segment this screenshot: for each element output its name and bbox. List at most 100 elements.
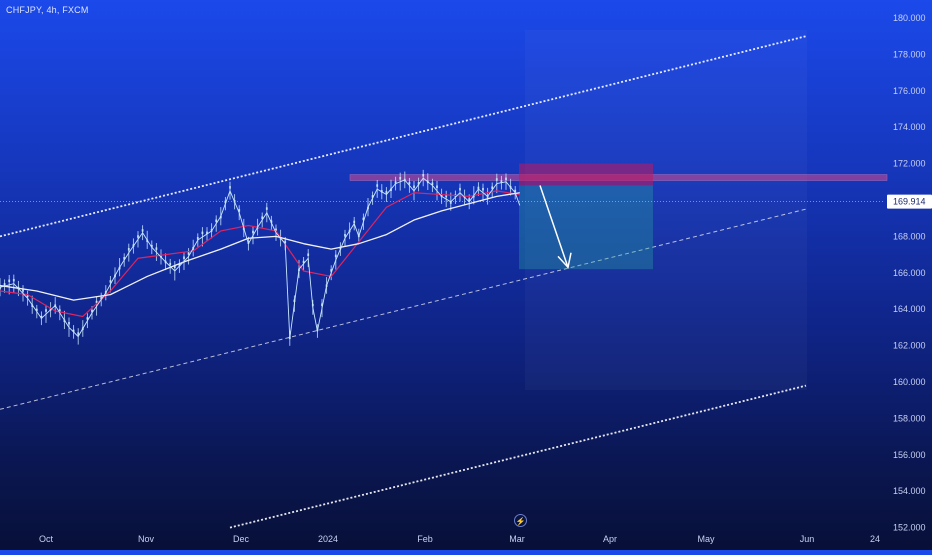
- candle-body: [123, 257, 126, 260]
- lightning-icon[interactable]: ⚡: [514, 514, 527, 527]
- price-axis: 180.000178.000176.000174.000172.000170.0…: [893, 13, 926, 533]
- candle-body: [408, 181, 411, 185]
- x-tick-label: Feb: [417, 534, 433, 544]
- channel-lower-line: [229, 384, 807, 529]
- candle-body: [68, 322, 70, 325]
- candle-body: [137, 235, 139, 238]
- x-tick-label: 24: [870, 534, 880, 544]
- candle-body: [224, 200, 227, 204]
- x-tick-label: Mar: [509, 534, 525, 544]
- y-tick-label: 156.000: [893, 450, 926, 460]
- candle-body: [445, 194, 448, 198]
- time-axis: Oct Nov Dec 2024 Feb Mar Apr May Jun 24: [39, 534, 880, 544]
- symbol-label: CHFJPY, 4h, FXCM: [6, 5, 89, 15]
- y-tick-label: 168.000: [893, 231, 926, 241]
- candle-body: [514, 189, 517, 193]
- candle-body: [362, 217, 365, 221]
- candle-body: [91, 309, 93, 313]
- y-tick-label: 166.000: [893, 268, 926, 278]
- candle-body: [178, 263, 181, 267]
- candle-body: [252, 230, 254, 234]
- candle-body: [86, 317, 89, 320]
- candle-body: [40, 315, 43, 319]
- candle-body: [229, 186, 231, 189]
- last-price-badge: [887, 194, 932, 209]
- candle-body: [371, 195, 374, 198]
- candle-body: [495, 178, 498, 181]
- candle-body: [468, 198, 471, 201]
- candle-body: [344, 234, 346, 237]
- channel-upper-line: [0, 35, 807, 238]
- candle-body: [155, 247, 158, 250]
- y-tick-label: 176.000: [893, 86, 926, 96]
- candle-body: [413, 185, 415, 189]
- candle-body: [482, 187, 484, 191]
- y-tick-label: 160.000: [893, 377, 926, 387]
- candle-body: [394, 181, 397, 184]
- candle-body: [500, 180, 503, 183]
- candle-body: [12, 278, 15, 282]
- candle-body: [417, 182, 420, 185]
- candle-body: [201, 231, 204, 235]
- candle-body: [100, 297, 103, 300]
- candle-body: [3, 283, 6, 286]
- candle-body: [307, 253, 310, 256]
- candle-body: [169, 262, 172, 266]
- x-tick-label: Dec: [233, 534, 250, 544]
- y-tick-label: 172.000: [893, 159, 926, 169]
- candle-body: [399, 177, 402, 180]
- candle-body: [459, 187, 461, 191]
- candle-body: [58, 309, 61, 312]
- candle-body: [0, 286, 1, 290]
- y-tick-label: 162.000: [893, 341, 926, 351]
- y-tick-label: 174.000: [893, 122, 926, 132]
- ema-fast-line: [0, 190, 520, 318]
- candle-body: [183, 256, 185, 259]
- candle-body: [390, 188, 392, 192]
- x-tick-label: Jun: [800, 534, 815, 544]
- candle-body: [45, 309, 47, 312]
- candle-body: [150, 244, 153, 248]
- candle-body: [334, 254, 337, 258]
- y-tick-label: 164.000: [893, 304, 926, 314]
- candle-body: [330, 269, 333, 272]
- candle-body: [72, 329, 75, 333]
- candle-body: [275, 228, 277, 232]
- candle-body: [449, 201, 452, 204]
- candle-body: [109, 280, 112, 283]
- candle-body: [505, 177, 507, 181]
- x-tick-label: Oct: [39, 534, 54, 544]
- candle-body: [265, 207, 268, 210]
- x-tick-label: 2024: [318, 534, 338, 544]
- candle-body: [141, 229, 144, 232]
- y-tick-label: 158.000: [893, 413, 926, 423]
- candle-body: [436, 185, 438, 189]
- projection-arrow: [539, 185, 569, 268]
- candle-body: [77, 332, 80, 335]
- candle-body: [302, 260, 305, 264]
- candle-body: [95, 300, 98, 304]
- projection-arrowhead: [557, 252, 572, 269]
- price-line: [0, 177, 521, 339]
- x-tick-label: May: [697, 534, 715, 544]
- sma-slow-line: [0, 192, 520, 301]
- stop-loss-zone: [519, 163, 653, 186]
- candle-body: [376, 184, 379, 187]
- y-tick-label: 180.000: [893, 13, 926, 23]
- candle-body: [8, 279, 11, 283]
- take-profit-zone: [519, 185, 653, 270]
- candle-body: [321, 303, 323, 306]
- candle-body: [422, 173, 425, 177]
- candle-body: [353, 220, 356, 224]
- candle-body: [22, 289, 24, 292]
- candle-body: [196, 237, 199, 240]
- candle-body: [26, 294, 29, 298]
- y-tick-label: 154.000: [893, 486, 926, 496]
- channel-mid-line: [0, 208, 807, 410]
- candle-body: [127, 247, 130, 251]
- x-tick-label: Apr: [603, 534, 617, 544]
- last-price-label: 169.914: [893, 197, 926, 207]
- candle-body: [238, 209, 241, 212]
